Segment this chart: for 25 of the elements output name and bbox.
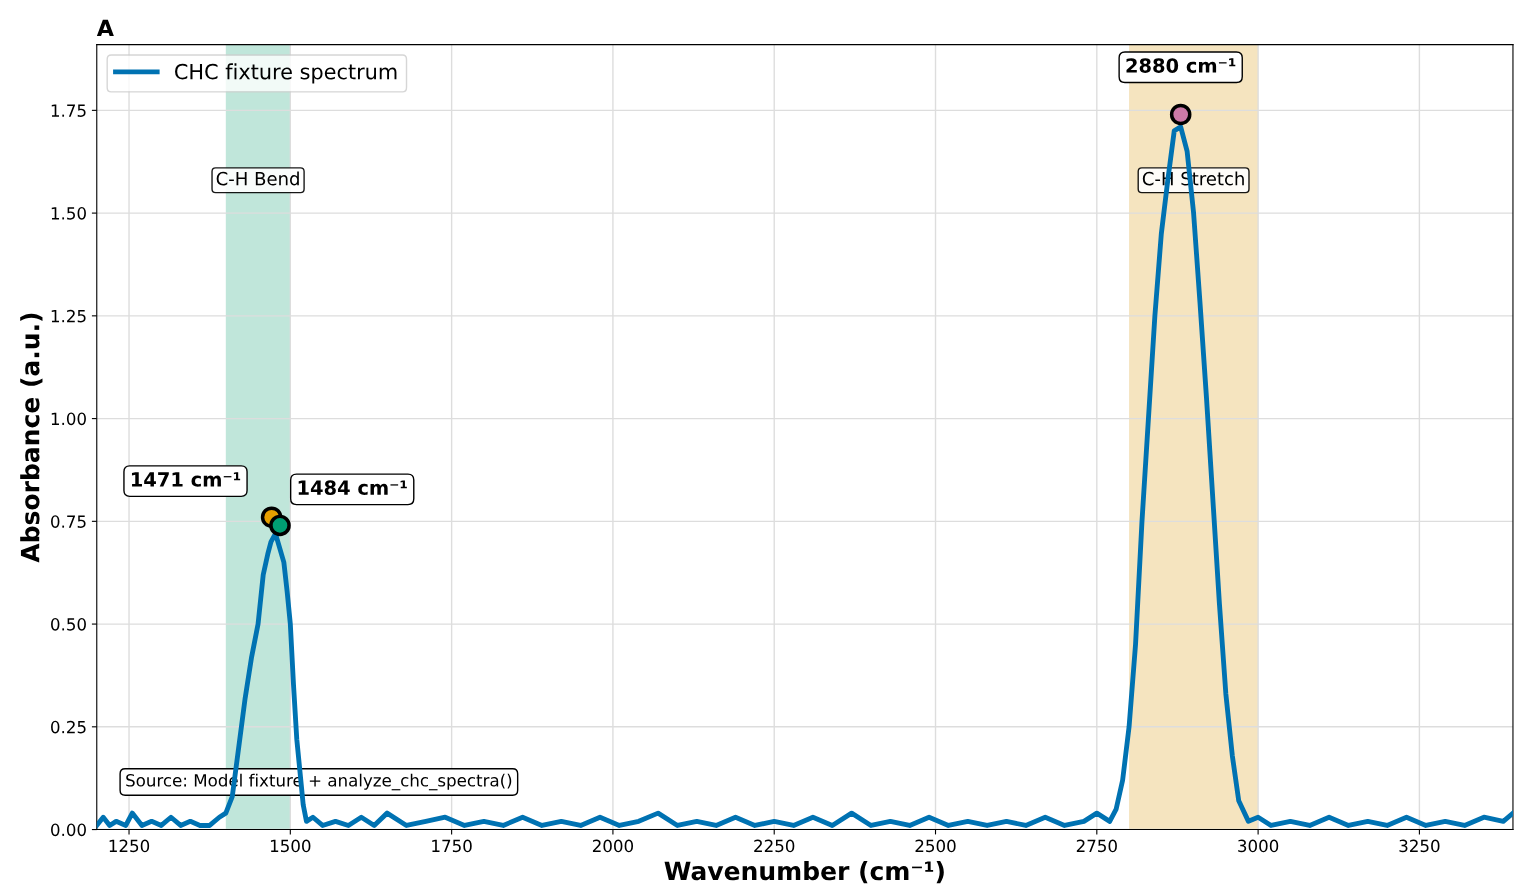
x-tick-label: 2500: [915, 839, 956, 853]
y-tick-label: 0.25: [51, 720, 86, 734]
x-tick-label: 2750: [1076, 839, 1117, 853]
y-tick-label: 0.75: [51, 515, 86, 528]
x-tick-label: 1750: [432, 839, 472, 853]
legend-label: CHC fixture spectrum: [175, 63, 397, 84]
y-tick-label: 1.00: [51, 412, 86, 426]
text: A: [96, 19, 114, 37]
annotation: 1471 cm⁻¹: [131, 472, 241, 487]
y-axis-title: Absorbance (a.u.): [20, 313, 43, 563]
x-axis-title: Wavenumber (cm⁻¹): [664, 860, 944, 884]
x-tick-label: 1500: [270, 839, 311, 853]
y-tick-label: 0.50: [51, 618, 86, 631]
y-tick-label: 1.25: [51, 309, 86, 323]
annotation: 1484 cm⁻¹: [298, 480, 407, 495]
x-tick-label: 3250: [1399, 839, 1440, 853]
y-tick-label: 1.50: [51, 207, 86, 220]
y-tick-label: 0.00: [51, 823, 86, 837]
band-label: C-H Bend: [216, 171, 299, 186]
x-tick-label: 3000: [1238, 839, 1279, 853]
annotation: 2880 cm⁻¹: [1126, 58, 1236, 73]
y-tick-label: 1.75: [51, 104, 86, 117]
x-tick-label: 2000: [592, 839, 634, 853]
x-tick-label: 2250: [754, 839, 795, 853]
x-tick-label: 1250: [109, 839, 150, 853]
